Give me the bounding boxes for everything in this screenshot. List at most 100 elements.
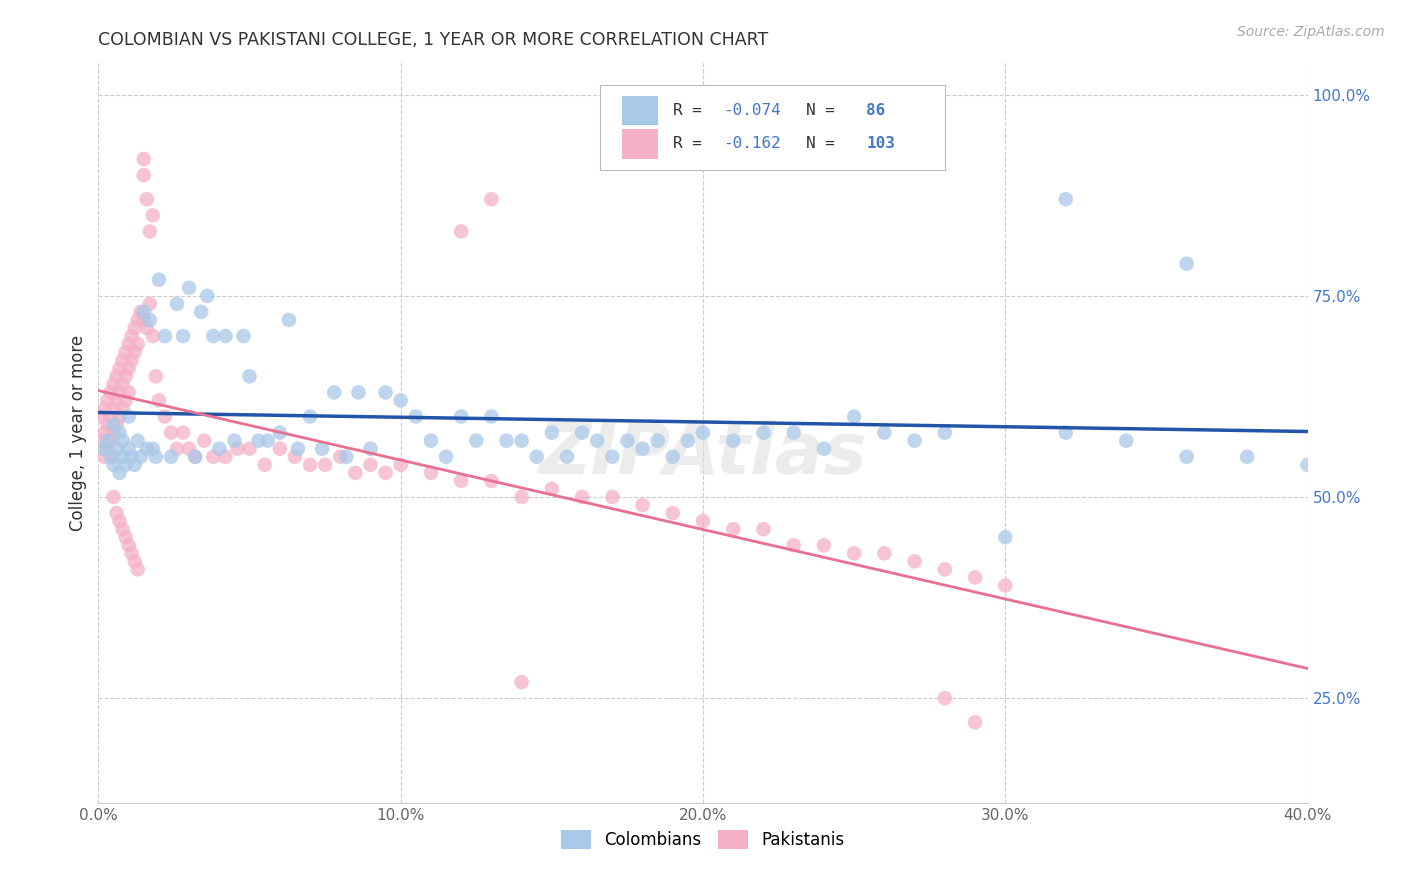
Point: [239, 442, 262, 456]
Point: [1175, 450, 1198, 464]
Point: [124, 345, 146, 359]
Point: [118, 538, 141, 552]
Point: [481, 409, 503, 424]
Point: [226, 442, 249, 456]
Text: ZIPAtlas: ZIPAtlas: [538, 420, 868, 490]
Point: [129, 450, 152, 464]
Legend: Colombians, Pakistanis: Colombians, Pakistanis: [553, 822, 853, 857]
Point: [111, 434, 134, 448]
Point: [783, 425, 806, 440]
Point: [1054, 425, 1077, 440]
Point: [269, 425, 291, 440]
Point: [661, 450, 683, 464]
Point: [661, 506, 683, 520]
Point: [389, 458, 412, 472]
Point: [111, 377, 134, 392]
Point: [132, 168, 155, 182]
Point: [934, 562, 956, 576]
Point: [481, 192, 503, 206]
Text: N =: N =: [806, 136, 835, 152]
Point: [127, 337, 149, 351]
Point: [450, 224, 472, 238]
Point: [360, 442, 382, 456]
Point: [121, 329, 143, 343]
Text: R =: R =: [672, 136, 711, 152]
Point: [103, 417, 125, 432]
Point: [132, 152, 155, 166]
Point: [344, 466, 367, 480]
Point: [1296, 458, 1319, 472]
Point: [450, 474, 472, 488]
Point: [118, 442, 141, 456]
Point: [105, 442, 128, 456]
Point: [202, 450, 225, 464]
Point: [114, 393, 136, 408]
Point: [193, 434, 215, 448]
Bar: [621, 95, 658, 126]
Point: [1175, 257, 1198, 271]
Point: [124, 458, 146, 472]
Point: [323, 385, 346, 400]
Point: [232, 329, 254, 343]
Point: [813, 538, 835, 552]
Point: [103, 458, 125, 472]
Point: [647, 434, 669, 448]
Point: [118, 385, 141, 400]
Point: [965, 715, 987, 730]
Point: [873, 425, 896, 440]
Point: [103, 490, 125, 504]
Text: N =: N =: [806, 103, 835, 118]
Point: [179, 281, 201, 295]
Point: [692, 425, 714, 440]
Point: [153, 329, 176, 343]
Point: [105, 369, 128, 384]
Y-axis label: College, 1 year or more: College, 1 year or more: [69, 334, 87, 531]
Point: [420, 434, 443, 448]
Point: [166, 442, 188, 456]
Point: [100, 385, 122, 400]
Point: [145, 369, 167, 384]
Point: [994, 530, 1017, 544]
Point: [405, 409, 427, 424]
Point: [374, 385, 396, 400]
Point: [299, 409, 322, 424]
Point: [1115, 434, 1137, 448]
Point: [256, 434, 278, 448]
Point: [335, 450, 357, 464]
Point: [904, 554, 927, 568]
Point: [108, 425, 131, 440]
Point: [844, 409, 866, 424]
Point: [420, 466, 443, 480]
Point: [108, 361, 131, 376]
Point: [148, 393, 170, 408]
Point: [103, 401, 125, 416]
Point: [103, 450, 125, 464]
Point: [723, 522, 745, 536]
Point: [124, 321, 146, 335]
Point: [965, 570, 987, 584]
Point: [284, 450, 307, 464]
Point: [555, 450, 578, 464]
Point: [277, 313, 299, 327]
Point: [1236, 450, 1258, 464]
Point: [214, 329, 236, 343]
Point: [127, 434, 149, 448]
Point: [127, 313, 149, 327]
Point: [127, 562, 149, 576]
Point: [111, 401, 134, 416]
Point: [495, 434, 517, 448]
Text: COLOMBIAN VS PAKISTANI COLLEGE, 1 YEAR OR MORE CORRELATION CHART: COLOMBIAN VS PAKISTANI COLLEGE, 1 YEAR O…: [98, 31, 769, 49]
Point: [844, 546, 866, 560]
Point: [139, 224, 162, 238]
Point: [121, 546, 143, 560]
Point: [540, 482, 562, 496]
Point: [239, 369, 262, 384]
Text: 103: 103: [866, 136, 896, 152]
Point: [172, 425, 194, 440]
Point: [602, 490, 624, 504]
Point: [434, 450, 457, 464]
Point: [103, 425, 125, 440]
Point: [184, 450, 207, 464]
Point: [100, 450, 122, 464]
Text: -0.162: -0.162: [724, 136, 782, 152]
